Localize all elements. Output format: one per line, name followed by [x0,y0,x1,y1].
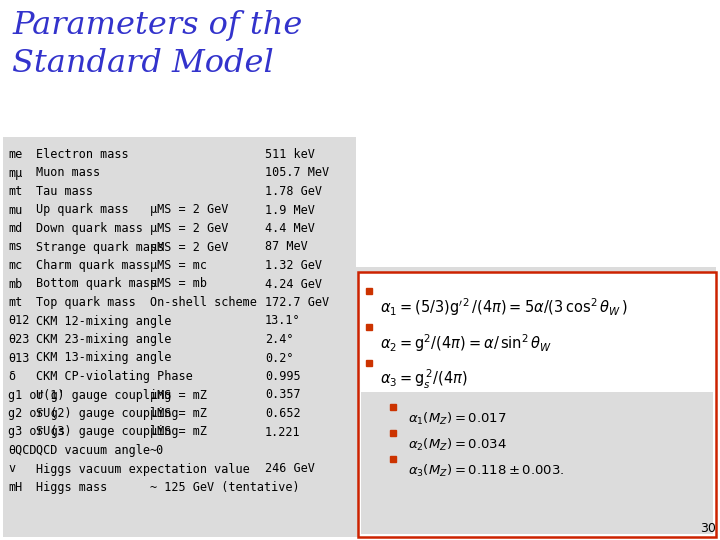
Text: Higgs mass: Higgs mass [36,481,107,494]
Text: mu: mu [8,204,22,217]
Text: μMS = mb: μMS = mb [150,278,207,291]
Text: $\alpha_1(M_Z) = 0.017$: $\alpha_1(M_Z) = 0.017$ [408,411,507,427]
Text: 1.9 MeV: 1.9 MeV [265,204,315,217]
Text: 30: 30 [700,522,716,535]
Text: μMS = mZ: μMS = mZ [150,407,207,420]
Text: g3 or gs: g3 or gs [8,426,65,438]
Text: 0.652: 0.652 [265,407,301,420]
Text: SU(2) gauge coupling: SU(2) gauge coupling [36,407,179,420]
Text: CKM 13-mixing angle: CKM 13-mixing angle [36,352,171,365]
Text: θ12: θ12 [8,314,30,327]
Text: ~0: ~0 [150,444,164,457]
FancyBboxPatch shape [356,267,716,537]
Text: On-shell scheme: On-shell scheme [150,296,257,309]
FancyBboxPatch shape [3,137,356,537]
Text: Electron mass: Electron mass [36,148,129,161]
Text: μMS = 2 GeV: μMS = 2 GeV [150,204,228,217]
Text: $\alpha_2 = \mathrm{g}^2/(4\pi) = \alpha/\,\sin^2\theta_W$: $\alpha_2 = \mathrm{g}^2/(4\pi) = \alpha… [380,332,552,354]
Text: 0.995: 0.995 [265,370,301,383]
FancyBboxPatch shape [358,272,716,537]
Text: 172.7 GeV: 172.7 GeV [265,296,329,309]
Text: Standard Model: Standard Model [12,48,274,79]
Text: SU(3) gauge coupling: SU(3) gauge coupling [36,426,179,438]
Text: 1.221: 1.221 [265,426,301,438]
Text: Bottom quark mass: Bottom quark mass [36,278,157,291]
Text: 1.78 GeV: 1.78 GeV [265,185,322,198]
Text: $\alpha_1 = (5/3)\mathrm{g}'^2\,/(4\pi) = 5\alpha/(3\,\cos^2\theta_W\,)$: $\alpha_1 = (5/3)\mathrm{g}'^2\,/(4\pi) … [380,296,628,318]
Text: θQCD: θQCD [8,444,37,457]
Text: 0.357: 0.357 [265,388,301,402]
Text: Parameters of the: Parameters of the [12,10,302,41]
Text: CKM 23-mixing angle: CKM 23-mixing angle [36,333,171,346]
Text: μMS = mc: μMS = mc [150,259,207,272]
Text: Higgs vacuum expectation value: Higgs vacuum expectation value [36,462,250,476]
Text: mμ: mμ [8,166,22,179]
Text: μMS = 2 GeV: μMS = 2 GeV [150,240,228,253]
Text: 4.4 MeV: 4.4 MeV [265,222,315,235]
Text: δ: δ [8,370,15,383]
Text: Charm quark mass: Charm quark mass [36,259,150,272]
Text: mt: mt [8,296,22,309]
Text: ms: ms [8,240,22,253]
Text: 4.24 GeV: 4.24 GeV [265,278,322,291]
Text: g1 or g': g1 or g' [8,388,65,402]
Text: Tau mass: Tau mass [36,185,93,198]
Text: CKM 12-mixing angle: CKM 12-mixing angle [36,314,171,327]
Text: μMS = mZ: μMS = mZ [150,426,207,438]
Text: U(1) gauge coupling: U(1) gauge coupling [36,388,171,402]
Text: mc: mc [8,259,22,272]
Text: μMS = mZ: μMS = mZ [150,388,207,402]
Text: mb: mb [8,278,22,291]
Text: mt: mt [8,185,22,198]
Text: θ23: θ23 [8,333,30,346]
Text: $\alpha_3 = \mathrm{g}_s^{\,2}/(4\pi)$: $\alpha_3 = \mathrm{g}_s^{\,2}/(4\pi)$ [380,368,468,391]
Text: v: v [8,462,15,476]
Text: 511 keV: 511 keV [265,148,315,161]
Text: θ13: θ13 [8,352,30,365]
Text: 105.7 MeV: 105.7 MeV [265,166,329,179]
FancyBboxPatch shape [361,392,713,534]
Text: Down quark mass: Down quark mass [36,222,143,235]
Text: 13.1°: 13.1° [265,314,301,327]
Text: 246 GeV: 246 GeV [265,462,315,476]
Text: μMS = 2 GeV: μMS = 2 GeV [150,222,228,235]
Text: CKM CP-violating Phase: CKM CP-violating Phase [36,370,193,383]
Text: QCD vacuum angle: QCD vacuum angle [36,444,150,457]
Text: me: me [8,148,22,161]
Text: Strange quark mass: Strange quark mass [36,240,164,253]
Text: md: md [8,222,22,235]
Text: mH: mH [8,481,22,494]
Text: Muon mass: Muon mass [36,166,100,179]
Text: Top quark mass: Top quark mass [36,296,136,309]
Text: Up quark mass: Up quark mass [36,204,129,217]
Text: ~ 125 GeV (tentative): ~ 125 GeV (tentative) [150,481,300,494]
Text: $\alpha_3(M_Z) = 0.118 \pm 0.003.$: $\alpha_3(M_Z) = 0.118 \pm 0.003.$ [408,463,564,479]
Text: g2 or g: g2 or g [8,407,58,420]
Text: 0.2°: 0.2° [265,352,294,365]
Text: $\alpha_2(M_Z) = 0.034$: $\alpha_2(M_Z) = 0.034$ [408,437,507,453]
Text: 2.4°: 2.4° [265,333,294,346]
Text: 1.32 GeV: 1.32 GeV [265,259,322,272]
Text: 87 MeV: 87 MeV [265,240,307,253]
